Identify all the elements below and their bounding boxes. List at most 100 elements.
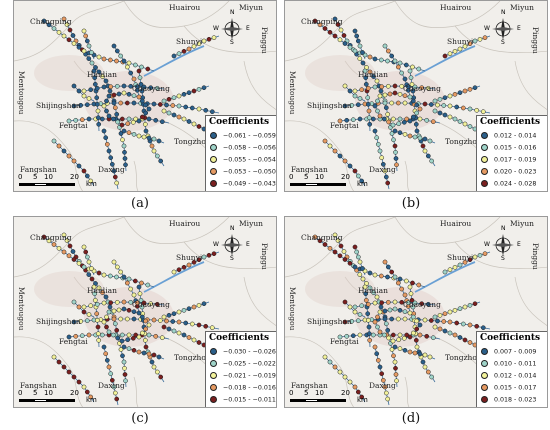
legend-item: −0.021 - −0.019: [210, 372, 276, 383]
legend-item: −0.055 - −0.054: [210, 156, 276, 167]
place-label-fengtai: Fengtai: [330, 337, 359, 346]
station-point: [392, 274, 398, 280]
scale-tick-20: 20: [70, 173, 79, 181]
station-point: [132, 62, 138, 68]
station-point: [457, 306, 463, 312]
station-point: [355, 102, 361, 108]
legend-range: −0.015 - −0.011: [223, 396, 276, 404]
station-point: [83, 249, 89, 255]
scale-bar: 0 5 10 20 km: [289, 173, 368, 191]
station-point: [393, 372, 399, 377]
station-point: [460, 321, 466, 327]
panel-label-c: (c): [131, 411, 149, 426]
station-point: [467, 106, 473, 112]
subway-line: [138, 286, 165, 383]
station-point: [139, 98, 145, 104]
station-point: [383, 390, 389, 396]
place-label-changping: Changping: [30, 17, 72, 26]
station-point: [378, 88, 384, 94]
station-point: [365, 101, 371, 107]
station-point: [88, 303, 94, 309]
station-point: [430, 335, 436, 341]
station-point: [61, 16, 67, 22]
station-point: [349, 102, 355, 108]
station-point: [118, 347, 124, 352]
station-point: [156, 138, 162, 144]
station-point: [132, 278, 138, 284]
station-point: [407, 349, 413, 355]
scale-bar: 0 5 10 20 km: [289, 389, 368, 407]
station-point: [391, 353, 396, 359]
station-point: [84, 102, 90, 108]
station-point: [395, 280, 401, 286]
station-point: [375, 98, 380, 104]
station-point: [422, 364, 428, 370]
compass-s: S: [230, 39, 234, 46]
station-point: [385, 180, 391, 186]
station-point: [390, 332, 396, 338]
station-point: [390, 338, 396, 344]
station-point: [118, 100, 124, 106]
station-point: [425, 153, 431, 159]
station-point: [209, 109, 215, 115]
place-label-haidian: Haidian: [87, 286, 117, 295]
station-point: [375, 314, 380, 320]
station-point: [365, 301, 371, 307]
station-point: [189, 321, 195, 327]
station-point: [352, 304, 358, 310]
compass-w: W: [213, 25, 219, 32]
legend-range: 0.015 - 0.016: [494, 144, 537, 152]
station-point: [142, 337, 148, 343]
station-point: [467, 86, 473, 92]
station-point: [148, 301, 154, 307]
station-point: [337, 153, 343, 159]
basemap: [285, 1, 547, 191]
station-point: [447, 114, 453, 120]
legend-swatch: [481, 360, 488, 367]
station-point: [322, 354, 328, 360]
station-point: [372, 319, 378, 325]
scale-tick-10: 10: [315, 173, 324, 181]
station-point: [123, 378, 128, 384]
station-point: [395, 316, 401, 322]
station-point: [392, 143, 398, 149]
station-point: [96, 121, 102, 127]
station-point: [61, 232, 67, 238]
station-point: [477, 252, 483, 258]
station-point: [335, 22, 341, 27]
station-point: [171, 53, 177, 59]
station-point: [51, 242, 57, 247]
station-point: [414, 102, 420, 108]
place-label-haidian: Haidian: [358, 70, 388, 79]
station-point: [136, 68, 142, 74]
place-label-huairou: Huairou: [169, 219, 201, 228]
station-point: [389, 347, 395, 352]
station-point: [130, 119, 136, 125]
station-point: [130, 335, 136, 341]
station-point: [462, 304, 468, 310]
station-point: [327, 29, 333, 35]
station-point: [437, 110, 443, 116]
station-point: [176, 114, 182, 120]
scale-tick-5: 5: [304, 173, 309, 181]
station-point: [409, 81, 415, 87]
station-point: [103, 135, 109, 141]
legend-item: 0.007 - 0.009: [481, 348, 536, 359]
station-point: [452, 307, 458, 313]
station-point: [442, 95, 448, 101]
station-point: [139, 330, 145, 336]
station-point: [146, 322, 152, 328]
station-point: [382, 316, 388, 322]
station-point: [119, 116, 125, 122]
station-point: [104, 324, 109, 330]
place-label-chaoyang: Chaoyang: [403, 84, 441, 93]
station-point: [81, 304, 87, 310]
station-point: [452, 264, 458, 270]
station-point: [116, 307, 122, 313]
station-point: [141, 134, 147, 140]
compass-s: S: [501, 255, 505, 262]
scale-tick-5: 5: [33, 389, 38, 397]
station-point: [84, 38, 90, 44]
north-arrow-icon: N S W E: [484, 9, 521, 46]
station-point: [114, 180, 120, 186]
